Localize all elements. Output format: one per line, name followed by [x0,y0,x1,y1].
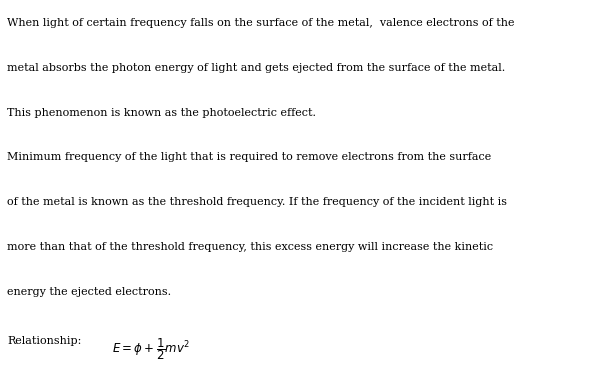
Text: of the metal is known as the threshold frequency. If the frequency of the incide: of the metal is known as the threshold f… [7,197,507,208]
Text: Minimum frequency of the light that is required to remove electrons from the sur: Minimum frequency of the light that is r… [7,152,491,163]
Text: metal absorbs the photon energy of light and gets ejected from the surface of th: metal absorbs the photon energy of light… [7,63,506,73]
Text: more than that of the threshold frequency, this excess energy will increase the : more than that of the threshold frequenc… [7,242,494,253]
Text: When light of certain frequency falls on the surface of the metal,  valence elec: When light of certain frequency falls on… [7,18,515,28]
Text: This phenomenon is known as the photoelectric effect.: This phenomenon is known as the photoele… [7,108,316,118]
Text: energy the ejected electrons.: energy the ejected electrons. [7,287,171,298]
Text: $E = \phi + \dfrac{1}{2}mv^2$: $E = \phi + \dfrac{1}{2}mv^2$ [112,336,191,362]
Text: Relationship:: Relationship: [7,336,82,346]
